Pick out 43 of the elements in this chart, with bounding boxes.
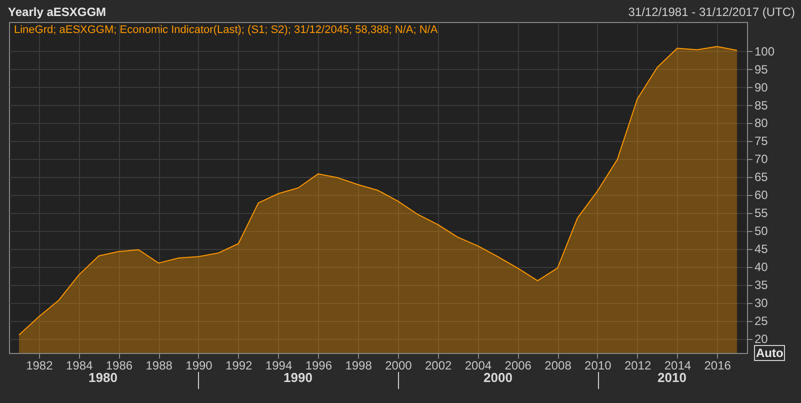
x-tick-label: 1982 [26,358,54,372]
y-tick-label: 25 [754,314,768,328]
text: 2010 [656,370,688,385]
x-tick-label: 1988 [146,358,173,372]
x-tick-label: 2010 [584,358,612,372]
text: 1990 [282,370,314,385]
text: 1980 [88,370,118,385]
x-tick-label: 2016 [704,358,732,372]
x-tick-label: 1998 [345,358,372,372]
x-tick-label: 2008 [544,358,572,372]
x-tick-label: 1984 [66,358,93,372]
x-tick-label: 2014 [664,358,692,372]
x-tick-label: 1992 [226,358,253,372]
y-tick-label: 95 [754,62,768,76]
x-tick-label: 2012 [624,358,652,372]
x-tick-label: 1986 [106,358,133,372]
y-tick-label: 70 [754,152,768,166]
chart-subtitle: 31/12/1981 - 31/12/2017 (UTC) [628,5,795,19]
y-tick-label: 45 [754,242,768,256]
text: 2000 [482,370,514,385]
y-tick-label: 90 [754,80,768,94]
text: Auto [754,345,786,361]
y-tick-label: 55 [754,206,768,220]
y-tick-label: 60 [754,188,768,202]
y-tick-label: 80 [754,116,768,130]
chart-title: Yearly aESXGGM [8,5,106,19]
y-tick-label: 50 [754,224,768,238]
x-tick-label: 2002 [424,358,452,372]
y-tick-label: 100 [754,44,775,58]
y-tick-label: 65 [754,170,768,184]
y-tick-label: 75 [754,134,768,148]
y-tick-label: 85 [754,98,768,112]
y-tick-label: 20 [754,332,768,346]
y-tick-label: 35 [754,278,768,292]
x-tick-label: 1996 [305,358,332,372]
y-tick-label: 30 [754,296,768,310]
x-tick-label: 2006 [504,358,532,372]
y-tick-label: 40 [754,260,768,274]
x-tick-label: 2004 [464,358,492,372]
x-tick-label: 1990 [186,358,213,372]
text: LineGrd; aESXGGM; Economic Indicator(Last); (S1; S2); 31/12/2045; 58,388; N/A; N/A [14,24,438,36]
x-tick-label: 1994 [265,358,292,372]
x-tick-label: 2000 [385,358,412,372]
